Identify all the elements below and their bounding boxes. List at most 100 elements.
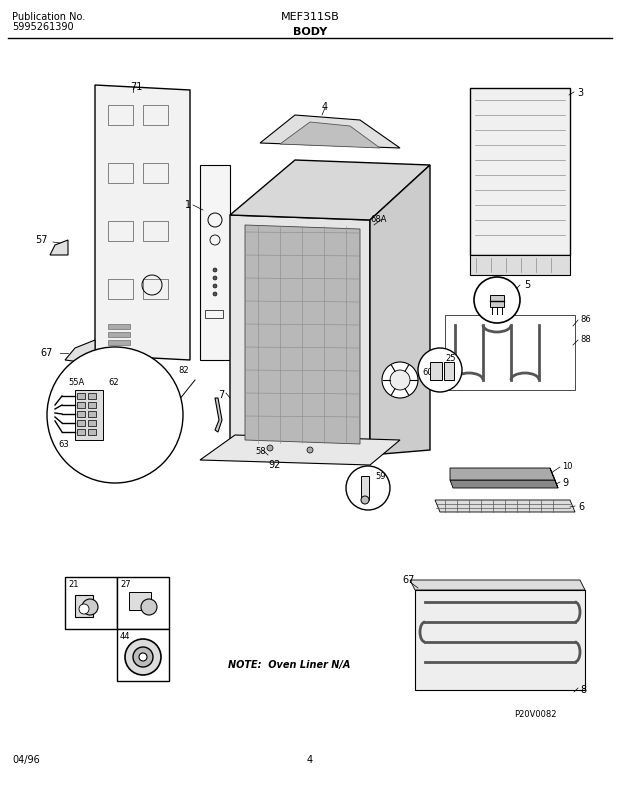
Bar (88, 411, 96, 417)
Polygon shape (450, 480, 558, 488)
Text: 25: 25 (445, 354, 456, 363)
Circle shape (361, 496, 369, 504)
Text: 04/96: 04/96 (12, 755, 40, 765)
Bar (117, 629, 169, 681)
Circle shape (390, 370, 410, 390)
Text: 58: 58 (255, 447, 265, 456)
Text: 5995261390: 5995261390 (12, 22, 74, 32)
Bar (77, 420, 85, 426)
Polygon shape (280, 122, 380, 148)
Bar (77, 429, 85, 435)
Text: 63: 63 (58, 440, 69, 449)
Bar (444, 362, 454, 380)
Text: NOTE:  Oven Liner N/A: NOTE: Oven Liner N/A (228, 660, 350, 670)
Circle shape (125, 639, 161, 675)
Text: BODY: BODY (293, 27, 327, 37)
Text: 4: 4 (322, 102, 328, 112)
Bar (129, 592, 151, 610)
Text: 68A: 68A (370, 215, 386, 224)
Bar (75, 595, 93, 617)
Bar (108, 163, 133, 183)
Polygon shape (65, 340, 95, 362)
Text: 7: 7 (218, 390, 224, 400)
Text: MEF311SB: MEF311SB (281, 12, 339, 22)
Polygon shape (410, 580, 585, 590)
Circle shape (418, 348, 462, 392)
Polygon shape (450, 468, 555, 480)
Bar (143, 221, 168, 241)
Circle shape (133, 647, 153, 667)
Text: 92: 92 (269, 460, 281, 470)
Bar (77, 411, 85, 417)
Circle shape (267, 445, 273, 451)
Circle shape (382, 362, 418, 398)
Polygon shape (95, 85, 190, 360)
Circle shape (474, 277, 520, 323)
Text: 4: 4 (307, 755, 313, 765)
Text: 5: 5 (524, 280, 530, 290)
Text: 71: 71 (130, 82, 143, 92)
Bar (77, 393, 85, 399)
Bar (117, 577, 169, 629)
Text: 60: 60 (422, 368, 433, 377)
Bar (143, 163, 168, 183)
Text: 8: 8 (580, 685, 586, 695)
Bar (490, 295, 504, 307)
Text: 86: 86 (580, 315, 591, 324)
Circle shape (141, 599, 157, 615)
Circle shape (82, 599, 98, 615)
Bar (361, 476, 369, 500)
Polygon shape (470, 88, 570, 255)
Text: P20V0082: P20V0082 (514, 710, 556, 719)
Bar (108, 279, 133, 299)
Circle shape (139, 653, 147, 661)
Bar (88, 420, 96, 426)
Polygon shape (370, 165, 430, 455)
Polygon shape (435, 500, 575, 512)
Circle shape (79, 604, 89, 614)
Text: 27: 27 (120, 580, 131, 589)
Text: 9: 9 (562, 478, 568, 488)
Bar (108, 340, 130, 345)
Bar (108, 332, 130, 337)
Text: 82: 82 (178, 366, 188, 375)
Text: 21: 21 (68, 580, 79, 589)
Text: 3: 3 (577, 88, 583, 98)
Text: 55A: 55A (68, 378, 84, 387)
Polygon shape (215, 398, 222, 432)
Polygon shape (50, 240, 68, 255)
Polygon shape (245, 225, 360, 444)
Polygon shape (230, 160, 430, 220)
Text: 59: 59 (375, 472, 386, 481)
Circle shape (307, 447, 313, 453)
Text: 88: 88 (580, 335, 591, 344)
Bar (88, 393, 96, 399)
Bar (88, 402, 96, 408)
Circle shape (213, 268, 217, 272)
Text: 57: 57 (35, 235, 48, 245)
Text: 67: 67 (402, 575, 414, 585)
Polygon shape (200, 435, 400, 465)
Bar (430, 362, 442, 380)
Bar (205, 310, 223, 318)
Circle shape (346, 466, 390, 510)
Bar (108, 324, 130, 329)
Bar (108, 221, 133, 241)
Bar (470, 255, 570, 275)
Text: Publication No.: Publication No. (12, 12, 86, 22)
Bar (75, 390, 103, 440)
Bar (143, 279, 168, 299)
Polygon shape (550, 468, 558, 488)
Bar (108, 105, 133, 125)
Bar (65, 577, 117, 629)
Text: 67: 67 (40, 348, 52, 358)
Bar (143, 105, 168, 125)
Circle shape (213, 276, 217, 280)
Text: 62: 62 (108, 378, 118, 387)
Polygon shape (200, 165, 230, 360)
Text: 6: 6 (578, 502, 584, 512)
Text: 1: 1 (185, 200, 191, 210)
Bar (77, 402, 85, 408)
Circle shape (213, 292, 217, 296)
Bar (445, 315, 575, 390)
